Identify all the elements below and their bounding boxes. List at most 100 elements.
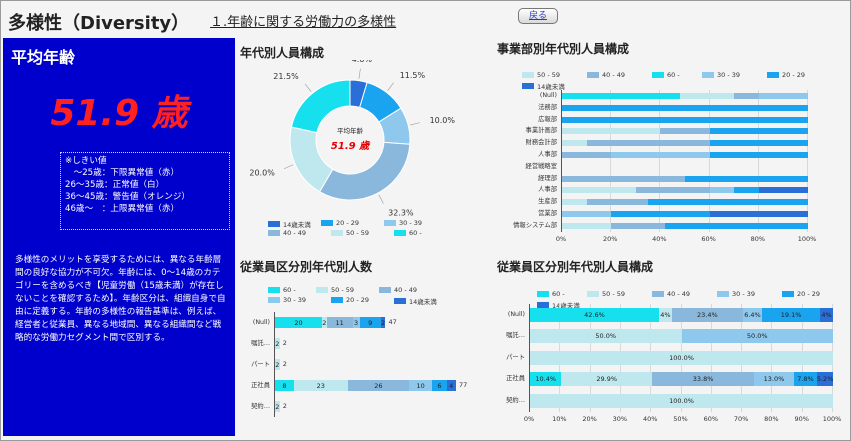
grid-line: [757, 90, 759, 232]
legend-label: 40 - 49: [667, 290, 691, 298]
legend-label: 14歳未満: [537, 83, 565, 91]
bar-segment: [709, 128, 808, 135]
legend-swatch: [652, 291, 664, 297]
bar-segment: 26: [347, 380, 409, 391]
bar-segment: 2: [380, 317, 386, 328]
legend-swatch: [394, 298, 406, 304]
bar-segment: 2: [275, 401, 280, 412]
donut-leader-line: [304, 83, 312, 92]
bar-segment: 9: [359, 317, 381, 328]
emp-percent-chart: 0% 10% 20% 30% 40% 50% 60% 70% 80% 90% 100% (Null) 4…: [497, 302, 847, 432]
category-label: パート: [506, 353, 525, 361]
legend-label: 20 - 29: [782, 71, 806, 79]
bar-value-label: 19.1%: [780, 310, 802, 319]
legend-label: 14歳未満: [409, 298, 437, 306]
page-subtitle: １.年齢に関する労働力の多様性: [210, 15, 397, 30]
category-label: 事業計画部: [525, 127, 557, 135]
legend-swatch: [702, 72, 714, 78]
legend-swatch: [587, 72, 599, 78]
bar-value-label: 100.0%: [669, 396, 694, 405]
bar-value-label: 100.0%: [669, 353, 694, 362]
donut-slice-label: 4.6%: [352, 60, 373, 64]
bar-total-label: 2: [282, 402, 287, 410]
bar-value-label: 5.2%: [817, 375, 833, 384]
x-tick-label: 40%: [642, 414, 658, 423]
bar-segment: 13.0%: [754, 372, 794, 387]
legend-label: 60 -: [409, 229, 422, 237]
bar-segment: 100.0%: [530, 350, 833, 365]
average-age-title: 平均年齢: [11, 48, 76, 67]
legend-label: 40 - 49: [283, 229, 307, 237]
bar-segment: [562, 128, 661, 135]
bar-segment: [586, 199, 649, 206]
bar-segment: [562, 199, 587, 206]
category-label: (Null): [539, 91, 557, 99]
x-tick-label: 40%: [652, 234, 667, 243]
legend-label: 20 - 29: [346, 296, 370, 304]
x-tick-label: 10%: [552, 414, 567, 423]
bar-segment: [562, 140, 587, 147]
bar-value-label: 10: [416, 381, 425, 390]
bar-segment: 42.6%: [530, 307, 659, 322]
donut-leader-line: [283, 164, 294, 170]
legend-swatch: [321, 220, 333, 226]
x-tick-label: 20%: [602, 234, 618, 243]
bar-segment: 2: [322, 317, 327, 328]
back-button[interactable]: 戻る: [518, 8, 558, 24]
donut-slice-label: 10.0%: [430, 116, 456, 125]
x-tick-label: 100%: [822, 414, 842, 423]
category-label: 生産部: [538, 198, 557, 206]
bar-segment: 2: [275, 359, 280, 370]
age-donut-legend: 14歳未満 20 - 29 30 - 39 40 - 49 50 - 59 60 -: [268, 219, 478, 239]
bar-value-label: 2: [275, 360, 280, 369]
bar-segment: 4%: [819, 307, 833, 322]
legend-item: 14歳未満: [537, 300, 580, 310]
bar-segment: [611, 210, 710, 217]
bar-segment: [709, 187, 735, 194]
age-donut-title: 年代別人員構成: [240, 46, 325, 60]
bar-value-label: 7.8%: [797, 375, 814, 384]
bar-segment: 10.4%: [530, 372, 562, 387]
legend-item: 40 - 49: [587, 71, 625, 79]
category-label: (Null): [252, 319, 270, 326]
bar-value-label: 50.0%: [595, 332, 617, 341]
x-tick-label: 0%: [523, 414, 535, 423]
legend-item: 30 - 39: [717, 290, 755, 298]
legend-swatch: [268, 221, 280, 227]
dept-chart: 0% 20% 40% 60% 80% 100% (Null) 法務部 広報部 事業計画部 財務会計部…: [485, 86, 845, 246]
legend-item: 20 - 29: [321, 219, 359, 227]
bar-segment: [648, 199, 808, 206]
donut-slice-label: 20.0%: [249, 169, 275, 178]
category-label: 嘱託…: [506, 332, 525, 340]
donut-center-value: 51.9 歳: [330, 141, 370, 152]
donut-slice-label: 32.3%: [388, 209, 414, 218]
y-axis-line: [274, 312, 275, 417]
category-label: 財務会計部: [525, 139, 557, 147]
category-label: 経理部: [538, 174, 557, 182]
donut-leader-line: [410, 122, 420, 126]
bar-segment: [562, 222, 612, 229]
bar-value-label: 8: [282, 381, 287, 390]
bar-segment: [660, 128, 710, 135]
category-label: パート: [251, 361, 270, 368]
legend-swatch: [537, 291, 549, 297]
legend-item: 14歳未満: [522, 81, 565, 91]
bar-segment: 23.4%: [671, 307, 743, 322]
category-label: 情報システム部: [513, 221, 557, 229]
bar-segment: [758, 92, 808, 99]
x-tick-label: 80%: [750, 234, 766, 243]
x-tick-label: 60%: [703, 414, 719, 423]
legend-item: 60 -: [652, 71, 680, 79]
bar-segment: 50.0%: [530, 329, 682, 344]
bar-value-label: 2: [322, 318, 327, 327]
legend-label: 14歳未満: [552, 302, 580, 310]
bar-total-label: 47: [388, 318, 397, 326]
bar-total-label: 2: [282, 360, 287, 368]
bar-segment: [758, 187, 808, 194]
legend-label: 50 - 59: [602, 290, 626, 298]
legend-swatch: [652, 72, 664, 78]
donut-slice: [290, 79, 351, 134]
legend-item: 30 - 39: [702, 71, 740, 79]
bar-value-label: 2: [275, 339, 280, 348]
bar-segment: [685, 175, 808, 182]
